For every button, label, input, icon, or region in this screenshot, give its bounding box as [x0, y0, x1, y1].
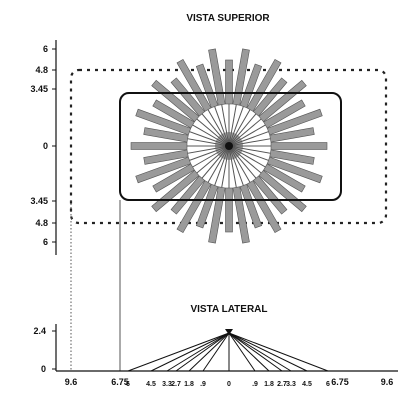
spoke-blade [143, 149, 189, 165]
spoke-blade [269, 149, 315, 165]
top-y-tick-label: 6 [43, 237, 48, 247]
apex-marker [225, 329, 233, 335]
side-x-minor-tick-label: 3.3 [162, 381, 172, 388]
top-y-tick-label: 3.45 [30, 196, 48, 206]
support-fan-lines [127, 332, 329, 372]
fan-line [127, 332, 230, 372]
side-x-minor-tick-label: 4.5 [146, 381, 156, 388]
side-x-minor-tick-label: 6 [126, 381, 130, 388]
spoke-blade [176, 58, 212, 112]
inner-solid-frame [119, 92, 342, 201]
spoke-blade [232, 48, 250, 106]
side-x-minor-tick-label: 3.3 [286, 381, 296, 388]
spoke-blade [246, 180, 282, 234]
side-x-minor-tick-label: .9 [252, 381, 258, 388]
spoke-blade [195, 63, 219, 109]
side-x-minor-tick-label: 2.7 [277, 381, 287, 388]
spoke-blade [263, 99, 306, 129]
top-y-tick-label: 6 [43, 44, 48, 54]
fan-line [228, 332, 292, 372]
spoke-blade [239, 183, 263, 229]
side-x-minor-ticks: 6 4.5 3.3 2.7 1.8.9 0.9 1.8 2.7 3.3 4.5 6 [126, 381, 330, 388]
radial-spokes [130, 48, 328, 244]
side-x-major-tick: 6.75 [111, 377, 129, 387]
top-view-title: VISTA SUPERIOR [186, 13, 270, 24]
spoke-blade [135, 108, 192, 136]
spoke-blade [151, 79, 200, 123]
spoke-blade [170, 77, 206, 117]
spoke-blade [170, 175, 206, 215]
fan-line [228, 332, 270, 372]
fan-line [228, 332, 283, 372]
side-y-tick-label: 2.4 [33, 326, 46, 336]
spoke-blade [239, 63, 263, 109]
fan-line [166, 332, 230, 372]
spoke-blade [270, 142, 328, 150]
spoke-blade [266, 156, 323, 184]
spoke-blade [130, 142, 188, 150]
top-y-tick-label: 4.8 [35, 218, 48, 228]
top-y-tick-label: 3.45 [30, 84, 48, 94]
spoke-blade [152, 99, 195, 129]
spoke-blade [195, 183, 219, 229]
spoke-blade [252, 77, 288, 117]
spoke-blade [225, 59, 233, 105]
spoke-blade [208, 48, 226, 106]
center-hub [225, 142, 233, 150]
side-x-minor-tick-label: 6 [326, 381, 330, 388]
side-view-title: VISTA LATERAL [190, 304, 267, 315]
spoke-blade [252, 175, 288, 215]
side-x-minor-tick-label: 1.8 [264, 381, 274, 388]
spoke-blade [176, 180, 212, 234]
spoke-blade [225, 187, 233, 233]
fan-line [188, 332, 230, 372]
top-view: 6 4.8 3.45 0 3.45 4.8 6 [30, 40, 388, 255]
spoke-blade [258, 169, 307, 213]
spoke-blade [269, 127, 315, 143]
spoke-blade [258, 79, 307, 123]
side-x-major-tick: 9.6 [65, 377, 78, 387]
side-x-major-tick: 9.6 [381, 377, 394, 387]
fan-line [202, 332, 230, 372]
side-view: 2.4 0 9.6 6.75 6.75 9.6 6 4.5 3.3 2.7 1.8.9 0… [33, 324, 398, 388]
fan-line [228, 332, 256, 372]
spoke-blade [152, 163, 195, 193]
side-x-minor-tick-label: 1.8 [184, 381, 194, 388]
top-y-tick-label: 0 [43, 141, 48, 151]
top-y-tick-label: 4.8 [35, 65, 48, 75]
side-x-major-tick: 6.75 [331, 377, 349, 387]
spoke-blade [151, 169, 200, 213]
spoke-blade [246, 58, 282, 112]
fan-line [228, 332, 329, 372]
side-x-minor-tick-label: 0 [227, 381, 231, 388]
side-x-minor-tick-label: 4.5 [302, 381, 312, 388]
side-x-minor-tick-label: .9 [200, 381, 206, 388]
side-x-minor-tick-label: 2.7 [171, 381, 181, 388]
spoke-blade [135, 156, 192, 184]
spoke-blade [266, 108, 323, 136]
fan-line [150, 332, 230, 372]
fan-line [175, 332, 230, 372]
spoke-blade [263, 163, 306, 193]
spoke-blade [143, 127, 189, 143]
fan-line [228, 332, 308, 372]
side-y-tick-label: 0 [41, 364, 46, 374]
